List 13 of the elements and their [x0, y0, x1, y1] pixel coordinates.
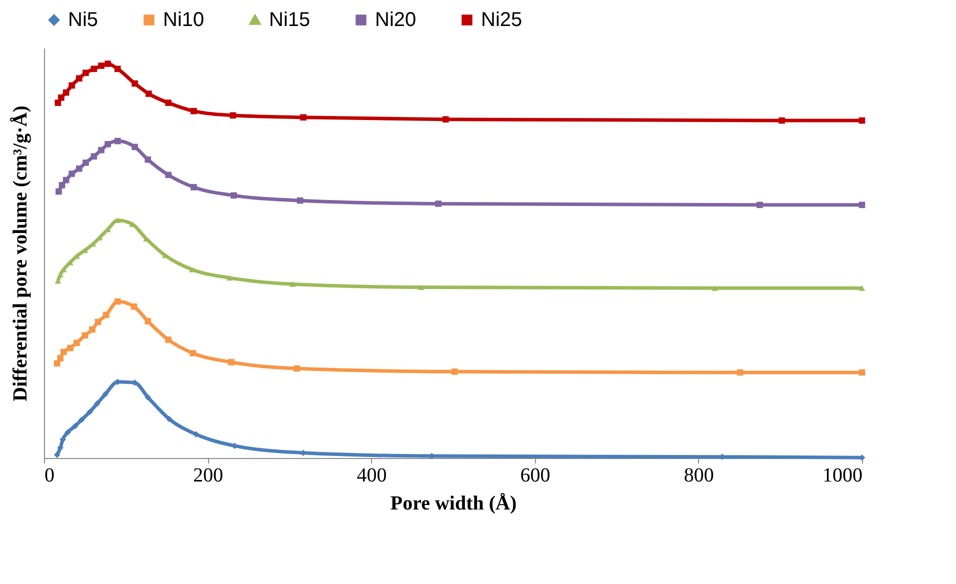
legend-label: Ni15 [269, 9, 310, 31]
x-tick-label: 1000 [822, 464, 862, 486]
x-axis-title: Pore width (Å) [390, 492, 517, 514]
legend-label: Ni10 [163, 9, 204, 31]
x-tick-label: 800 [684, 464, 714, 486]
x-tick-label: 600 [520, 464, 550, 486]
x-tick-label: 0 [44, 464, 54, 486]
x-tick-label: 400 [356, 464, 387, 486]
legend-label: Ni20 [375, 9, 416, 31]
legend-label: Ni5 [68, 9, 98, 31]
legend-label: Ni25 [481, 9, 522, 31]
y-axis-title: Differential pore volume (cm³/g·Å) [10, 106, 32, 402]
x-tick-label: 200 [193, 464, 224, 486]
